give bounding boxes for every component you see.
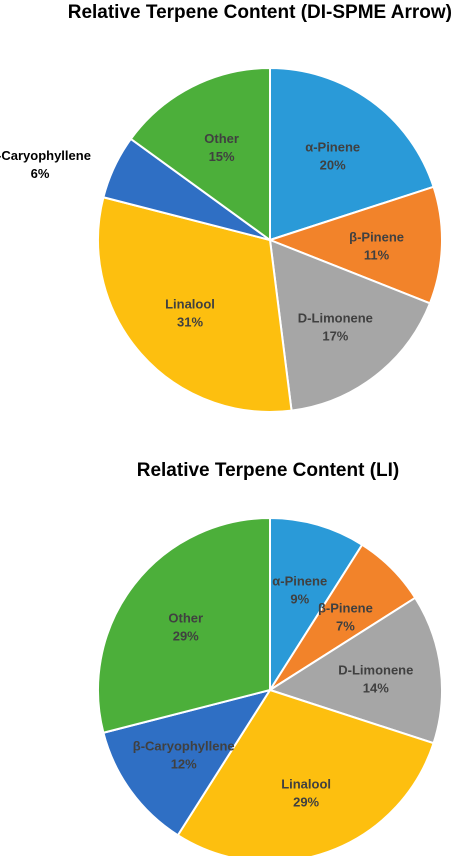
- slice-value-linalool: 29%: [293, 794, 319, 809]
- slice-value-other: 15%: [209, 149, 235, 164]
- slice-label-alpha-pinene: α-Pinene: [272, 574, 327, 589]
- chart-title: Relative Terpene Content (LI): [136, 460, 400, 481]
- slice-value-beta-pinene: 11%: [364, 247, 390, 262]
- slice-label-linalool: Linalool: [281, 776, 331, 791]
- slice-label-d-limonene: D-Limonene: [338, 663, 413, 678]
- slice-label-alpha-pinene: α-Pinene: [305, 140, 360, 155]
- slice-label-d-limonene: D-Limonene: [298, 310, 373, 325]
- slice-value-beta-pinene: 7%: [336, 619, 355, 634]
- pie-chart-svg: α-Pinene 9% β-Pinene 7% D-Limonene 14% Linaloo…: [97, 516, 443, 856]
- slice-value-alpha-pinene: 20%: [320, 158, 346, 173]
- pie-chart-di-spme-arrow: Relative Terpene Content (DI-SPME Arrow)…: [0, 2, 452, 413]
- pie-slice-other: [97, 516, 271, 734]
- pie-slice-linalool: [97, 196, 293, 413]
- slice-value-other: 29%: [173, 629, 199, 644]
- slice-label-beta-pinene: β-Pinene: [349, 229, 404, 244]
- slice-value-d-limonene: 14%: [363, 681, 389, 696]
- slice-value-d-limonene: 17%: [322, 328, 348, 343]
- slice-label-linalool: Linalool: [165, 297, 215, 312]
- pie-slice-alpha-pinene: [269, 66, 435, 242]
- slice-label-other: Other: [204, 131, 239, 146]
- slice-label-beta-caryophyllene: β-Caryophyllene: [0, 148, 91, 163]
- slice-value-beta-caryophyllene: 6%: [31, 166, 50, 181]
- slice-label-other: Other: [168, 611, 203, 626]
- pie-slice-other: [129, 66, 271, 242]
- pie-slice-beta-pinene: [267, 185, 443, 305]
- slice-value-linalool: 31%: [177, 315, 203, 330]
- slice-value-beta-caryophyllene: 12%: [171, 757, 197, 772]
- slice-label-beta-pinene: β-Pinene: [318, 601, 373, 616]
- pie-chart-svg: α-Pinene 20% β-Pinene 11% D-Limonene 17% Linal…: [0, 66, 443, 413]
- pie-chart-li: Relative Terpene Content (LI) α-Pinene 9%…: [0, 440, 464, 856]
- pie-slice-d-limonene: [267, 596, 443, 745]
- slice-label-beta-caryophyllene: β-Caryophyllene: [133, 739, 235, 754]
- slice-value-alpha-pinene: 9%: [290, 592, 309, 607]
- pie-slice-alpha-pinene: [269, 516, 364, 694]
- pie-slice-linalool: [176, 688, 435, 856]
- pie-slice-d-limonene: [268, 238, 432, 412]
- pie-slice-beta-caryophyllene: [102, 688, 273, 837]
- chart-title: Relative Terpene Content (DI-SPME Arrow): [67, 2, 452, 23]
